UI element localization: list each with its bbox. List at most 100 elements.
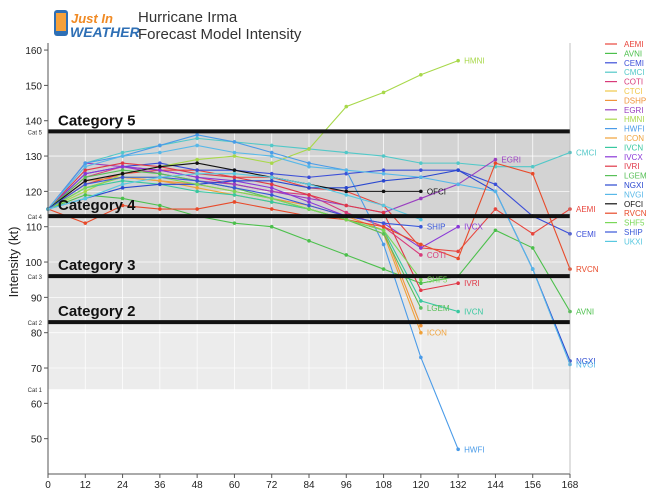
data-point <box>83 164 88 169</box>
x-tick-label: 36 <box>154 480 166 491</box>
data-point <box>83 175 88 180</box>
data-point <box>83 196 88 201</box>
legend-item-ctci: CTCI <box>605 87 643 96</box>
x-tick-label: 24 <box>117 480 129 491</box>
data-point <box>493 228 498 233</box>
data-point <box>269 224 274 229</box>
legend-item-aemi: AEMI <box>605 40 644 49</box>
data-point <box>232 168 237 172</box>
data-point <box>269 161 274 165</box>
y-tick-label: 160 <box>25 46 42 57</box>
legend-item-egri: EGRI <box>605 106 644 115</box>
data-point <box>419 168 423 172</box>
logo-weather: WEATHER <box>70 24 141 40</box>
data-point <box>456 224 460 229</box>
series-ukxi <box>46 171 423 222</box>
data-point <box>195 175 199 180</box>
data-point <box>344 189 349 194</box>
series-end-label: AEMI <box>576 205 596 214</box>
series-end-label: HMNI <box>464 57 484 66</box>
data-point <box>307 193 311 197</box>
legend-item-ukxi: UKXI <box>605 237 643 246</box>
legend-label: COTI <box>624 78 643 87</box>
data-point <box>232 154 237 158</box>
category-label: Category 3 <box>58 257 136 274</box>
category-label: Category 5 <box>58 112 136 129</box>
data-point <box>307 200 311 204</box>
legend-item-lgem: LGEM <box>605 172 647 181</box>
category-tick-label: Cat 2 <box>28 321 43 327</box>
data-point <box>419 246 423 250</box>
data-point <box>381 171 386 176</box>
legend-label: HWFI <box>624 125 644 134</box>
data-point <box>307 186 311 190</box>
data-point <box>530 164 535 169</box>
x-tick-label: 156 <box>524 480 541 491</box>
legend-item-ivri: IVRI <box>605 162 640 171</box>
series-end-label: IVCN <box>464 307 483 316</box>
legend-item-cemi: CEMI <box>605 59 644 68</box>
legend-item-ivcn: IVCN <box>605 143 643 152</box>
data-point <box>232 175 237 180</box>
y-tick-label: 60 <box>31 399 43 410</box>
legend-label: RVCN <box>624 209 647 218</box>
data-point <box>381 221 386 225</box>
data-point <box>120 203 125 208</box>
data-point <box>419 355 423 360</box>
legend-label: NVGI <box>624 190 644 199</box>
data-point <box>269 186 274 190</box>
data-point <box>232 193 237 197</box>
data-point <box>530 246 535 250</box>
data-point <box>344 104 349 109</box>
data-point <box>493 182 498 187</box>
legend-item-avni: AVNI <box>605 49 642 58</box>
logo-just-in: Just In <box>71 11 113 26</box>
legend-label: IVRI <box>624 162 640 171</box>
data-point <box>232 171 237 176</box>
data-point <box>269 200 274 204</box>
data-point <box>269 150 274 155</box>
data-point <box>120 161 125 165</box>
legend-label: AEMI <box>624 40 644 49</box>
data-point <box>381 168 386 172</box>
chart-title-line1: Hurricane Irma <box>138 9 238 26</box>
data-point <box>269 196 274 201</box>
data-point <box>83 221 88 225</box>
legend-label: CTCI <box>624 87 643 96</box>
data-point <box>381 210 386 215</box>
data-point <box>381 203 386 208</box>
data-point <box>419 196 423 201</box>
legend-item-rvcn: RVCN <box>605 209 647 218</box>
data-point <box>530 267 535 271</box>
data-point <box>307 164 311 169</box>
data-point <box>419 299 423 303</box>
data-point <box>269 171 274 176</box>
data-point <box>456 182 460 187</box>
data-point <box>158 175 162 180</box>
data-point <box>530 171 535 176</box>
y-tick-label: 80 <box>31 329 43 340</box>
data-point <box>269 189 274 194</box>
data-point <box>195 133 199 137</box>
series-avni <box>46 193 572 314</box>
legend-item-coti: COTI <box>605 78 643 87</box>
data-point <box>381 228 386 233</box>
legend-item-hwfi: HWFI <box>605 125 644 134</box>
data-point <box>232 140 237 144</box>
legend-item-shf5: SHF5 <box>605 219 645 228</box>
data-point <box>83 189 88 194</box>
series-end-label: EGRI <box>501 156 521 165</box>
data-point <box>307 196 311 201</box>
data-point <box>195 168 199 172</box>
series-ivcx <box>46 164 460 250</box>
data-point <box>158 203 162 208</box>
legend-label: SHF5 <box>624 219 645 228</box>
data-point <box>456 249 460 254</box>
legend-label: AVNI <box>624 49 642 58</box>
x-tick-label: 48 <box>192 480 204 491</box>
data-point <box>232 186 237 190</box>
data-point <box>120 182 125 187</box>
data-point <box>419 175 423 180</box>
x-tick-label: 144 <box>487 480 504 491</box>
